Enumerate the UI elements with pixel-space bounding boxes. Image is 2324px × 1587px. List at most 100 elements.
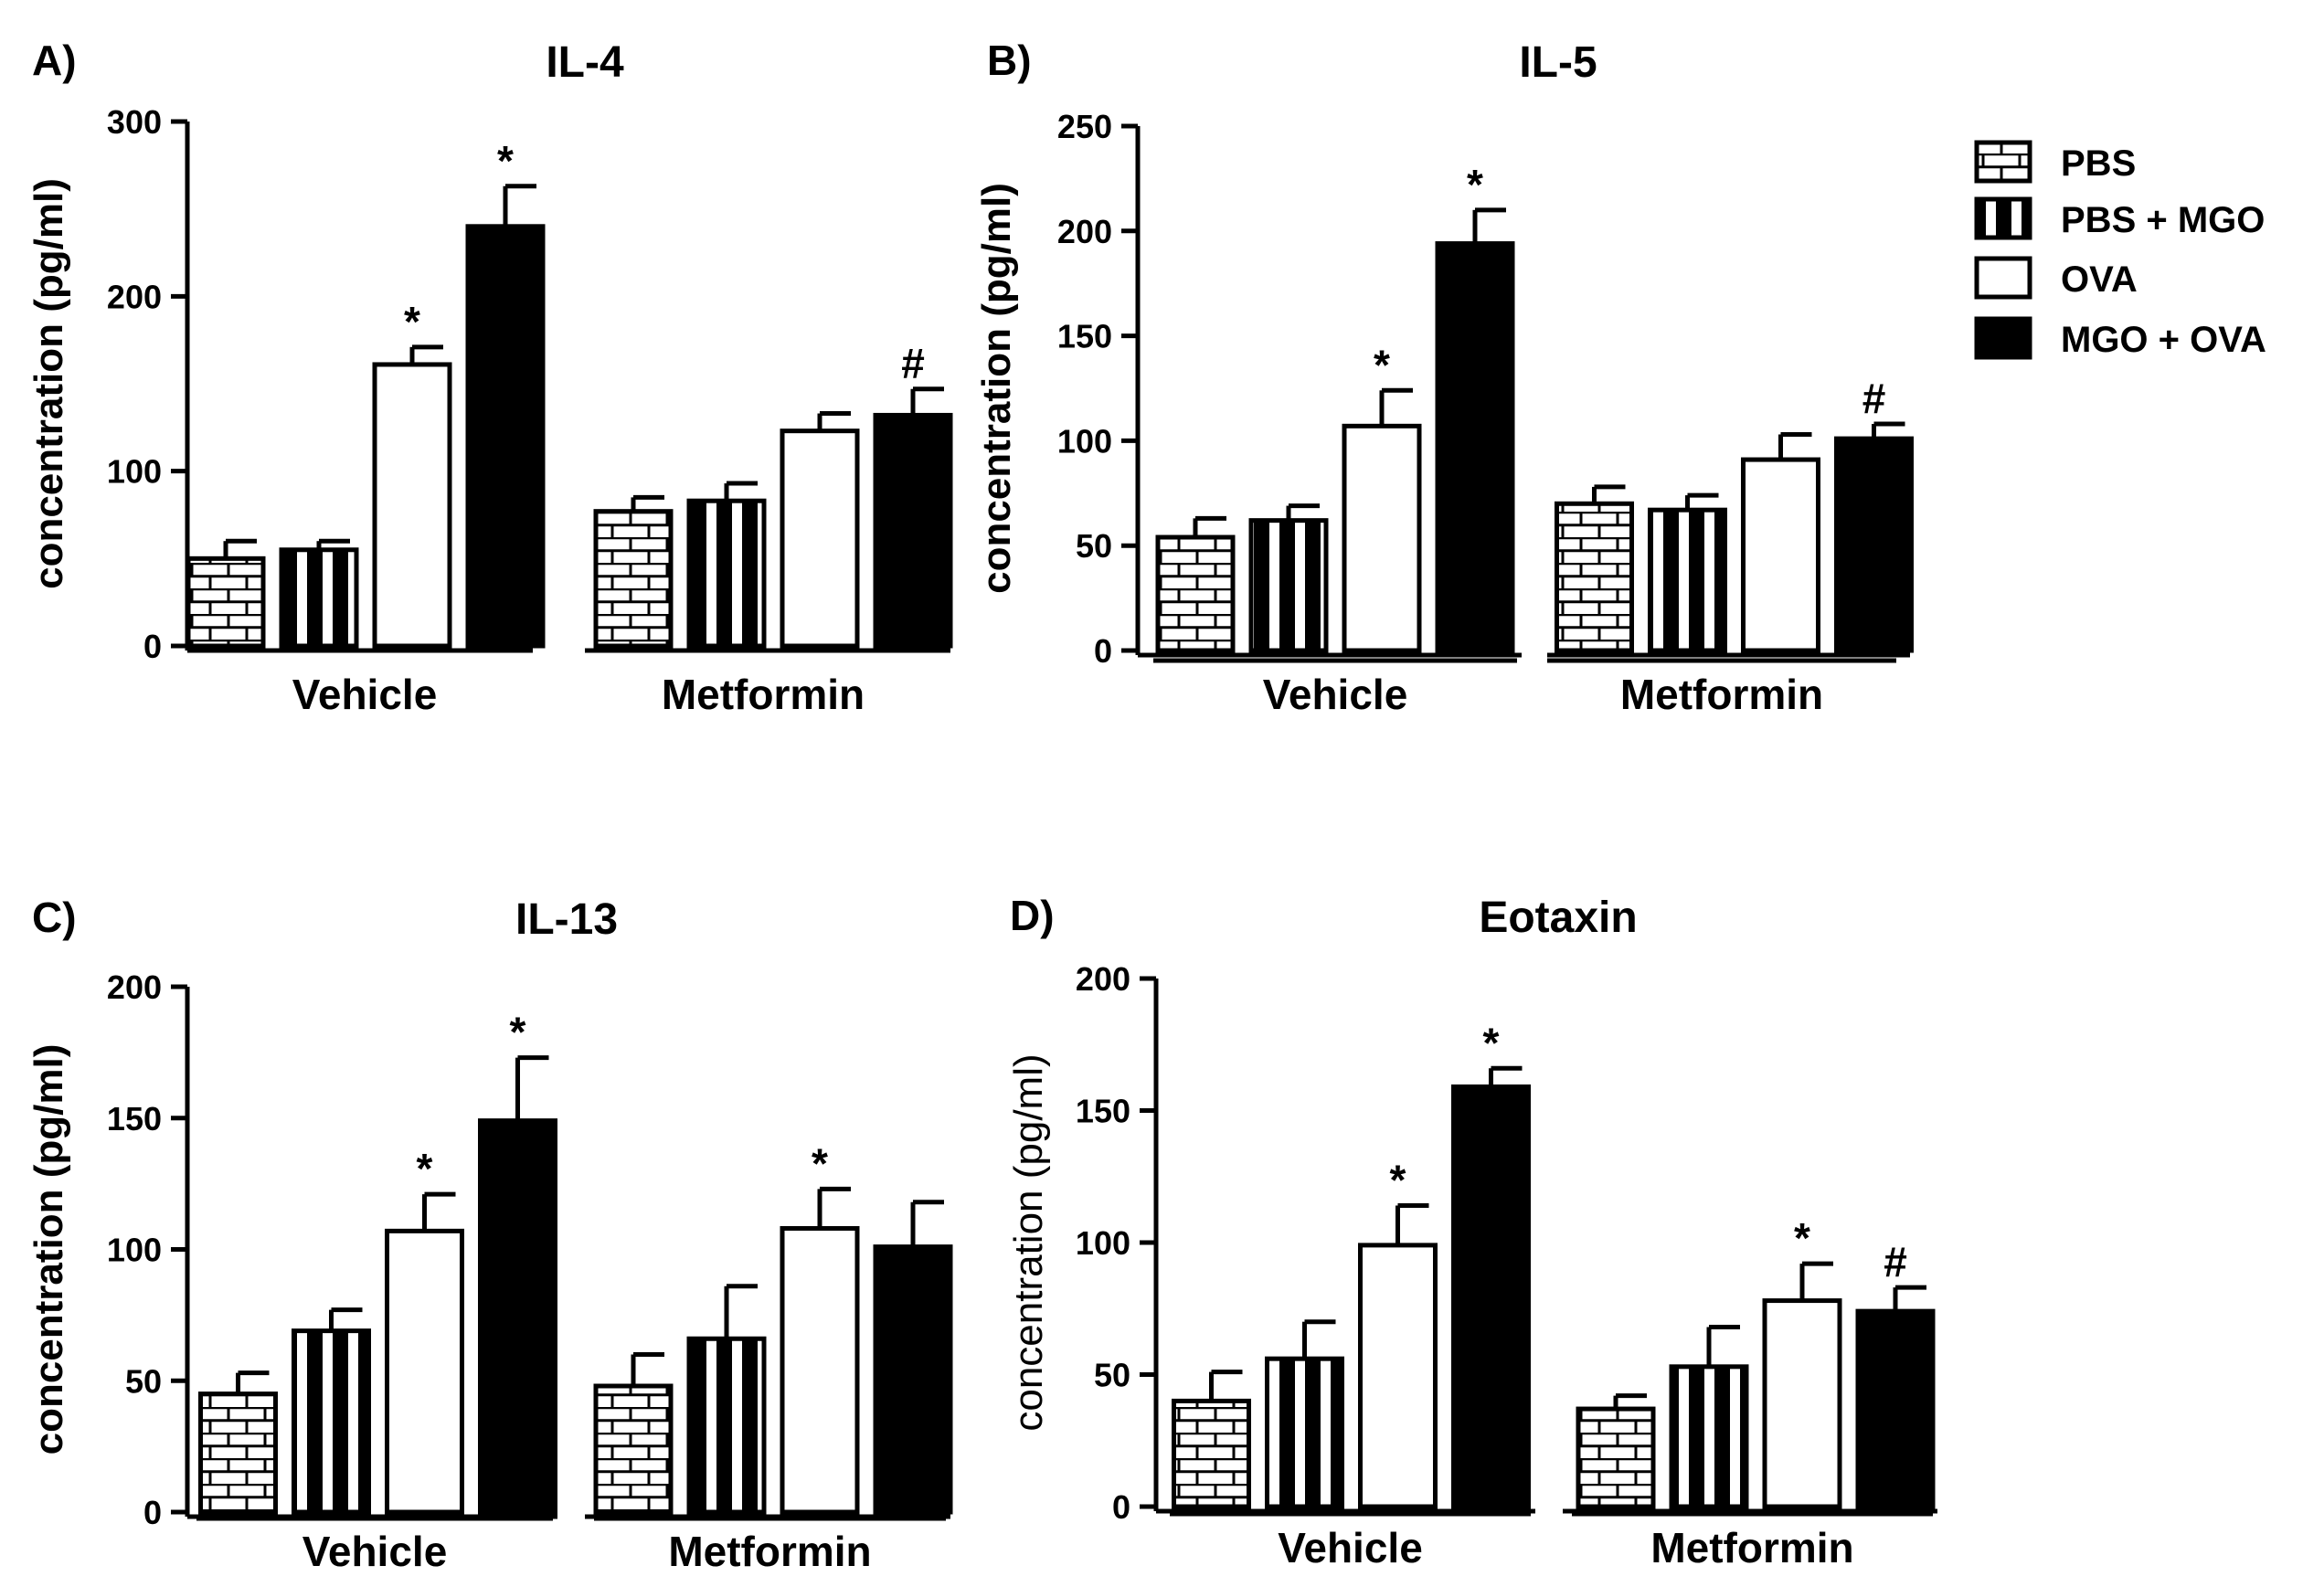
bar	[873, 412, 953, 649]
bar	[873, 1244, 953, 1515]
y-tick-label: 200	[1076, 960, 1130, 998]
significance-mark: #	[1862, 375, 1886, 422]
y-tick-label: 0	[143, 1494, 162, 1531]
legend-label: PBS + MGO	[2061, 200, 2265, 240]
chart-panel-1: A) IL-4 concentration (pg/ml) 0 100 200 300 * * V…	[27, 37, 953, 718]
chart-panel-3: C) IL-13 concentration (pg/ml) 0 50 100 150 200…	[27, 894, 953, 1575]
y-tick-label: 250	[1057, 108, 1112, 145]
y-tick-label: 100	[107, 1232, 162, 1269]
bar	[1669, 1364, 1749, 1509]
x-group-label: Metformin	[1620, 671, 1823, 718]
legend-item-pbs-mgo: PBS + MGO	[1974, 196, 2265, 240]
significance-mark: #	[901, 340, 925, 387]
x-group-label: Vehicle	[292, 671, 438, 718]
y-tick-label: 0	[143, 628, 162, 665]
bar	[1576, 1406, 1656, 1509]
bar	[186, 555, 266, 649]
y-tick-label: 50	[1076, 527, 1112, 565]
bar	[1435, 241, 1515, 653]
bar	[198, 1391, 278, 1515]
significance-mark: *	[417, 1145, 433, 1192]
bar	[1555, 501, 1634, 653]
legend-item-pbs: PBS	[1974, 140, 2136, 184]
bar	[1451, 1084, 1531, 1509]
legend-label: MGO + OVA	[2061, 320, 2266, 360]
bar	[1834, 436, 1914, 653]
y-tick-label: 150	[107, 1100, 162, 1137]
significance-mark: *	[1374, 341, 1390, 388]
significance-mark: *	[404, 298, 420, 345]
bar	[1855, 1308, 1936, 1509]
y-tick-label: 100	[107, 453, 162, 491]
bar	[372, 362, 452, 649]
bar	[385, 1228, 464, 1515]
y-tick-label: 200	[107, 278, 162, 315]
panel-label: A)	[32, 37, 77, 84]
bar	[1248, 518, 1329, 653]
legend-item-mgo-ova: MGO + OVA	[1974, 316, 2266, 360]
significance-mark: *	[1467, 161, 1483, 208]
bar	[780, 428, 860, 649]
significance-mark: *	[497, 137, 514, 185]
bar	[478, 1118, 557, 1515]
bar	[1172, 1398, 1251, 1509]
chart-title: IL-13	[515, 895, 618, 944]
bar	[1648, 507, 1727, 653]
chart-title: IL-4	[546, 38, 624, 87]
bar	[593, 1383, 674, 1515]
legend-item-ova: OVA	[1974, 256, 2138, 300]
y-tick-label: 100	[1076, 1224, 1130, 1262]
y-axis-title: concentration (pg/ml)	[27, 178, 71, 589]
y-tick-label: 200	[107, 968, 162, 1006]
y-axis-title: concentration (pg/ml)	[27, 1044, 71, 1455]
bar	[1155, 534, 1236, 653]
bar	[780, 1226, 860, 1515]
x-group-label: Vehicle	[1263, 671, 1408, 718]
y-tick-label: 0	[1094, 632, 1112, 670]
legend-swatch	[1974, 316, 2032, 360]
bar	[1358, 1243, 1438, 1509]
panel-label: C)	[32, 894, 77, 941]
bar	[686, 498, 767, 649]
y-tick-label: 50	[125, 1362, 162, 1400]
significance-mark: *	[510, 1009, 526, 1056]
x-group-label: Vehicle	[1278, 1524, 1423, 1571]
y-tick-label: 200	[1057, 213, 1112, 250]
y-tick-label: 150	[1076, 1093, 1130, 1130]
chart-title: Eotaxin	[1479, 894, 1637, 942]
bar	[292, 1328, 371, 1515]
y-tick-label: 0	[1112, 1488, 1130, 1526]
legend-swatch	[1974, 140, 2032, 184]
y-axis-title: concentration (pg/ml)	[974, 183, 1019, 594]
panel-label: D)	[1010, 892, 1055, 939]
bar	[686, 1336, 767, 1515]
y-tick-label: 150	[1057, 318, 1112, 355]
significance-mark: *	[1483, 1019, 1500, 1066]
panel-label: B)	[987, 37, 1032, 84]
bar	[1762, 1298, 1842, 1509]
significance-mark: *	[1390, 1157, 1406, 1204]
x-group-label: Metformin	[668, 1528, 871, 1575]
bar	[593, 509, 674, 649]
legend-swatch	[1974, 196, 2032, 240]
significance-mark: *	[1794, 1214, 1810, 1262]
legend-swatch	[1974, 256, 2032, 300]
y-tick-label: 50	[1094, 1357, 1130, 1394]
y-axis-title: concentration (pg/ml)	[1006, 1053, 1051, 1431]
significance-mark: *	[812, 1139, 828, 1187]
chart-panel-4: D) Eotaxin concentration (pg/ml) 0 50 100 150 2…	[1006, 892, 1937, 1571]
y-tick-label: 300	[107, 103, 162, 141]
significance-mark: #	[1884, 1238, 1907, 1285]
bar	[465, 224, 546, 649]
bar	[1342, 423, 1422, 653]
chart-panel-2: B) IL-5 concentration (pg/ml) 0 50 100 150 200 2…	[974, 37, 1914, 718]
legend-label: OVA	[2061, 259, 2138, 300]
x-group-label: Metformin	[662, 671, 865, 718]
x-group-label: Metformin	[1650, 1524, 1853, 1571]
y-tick-label: 100	[1057, 422, 1112, 460]
bar	[279, 547, 359, 649]
bar	[1265, 1356, 1344, 1509]
x-group-label: Vehicle	[302, 1528, 448, 1575]
legend-label: PBS	[2061, 143, 2136, 184]
